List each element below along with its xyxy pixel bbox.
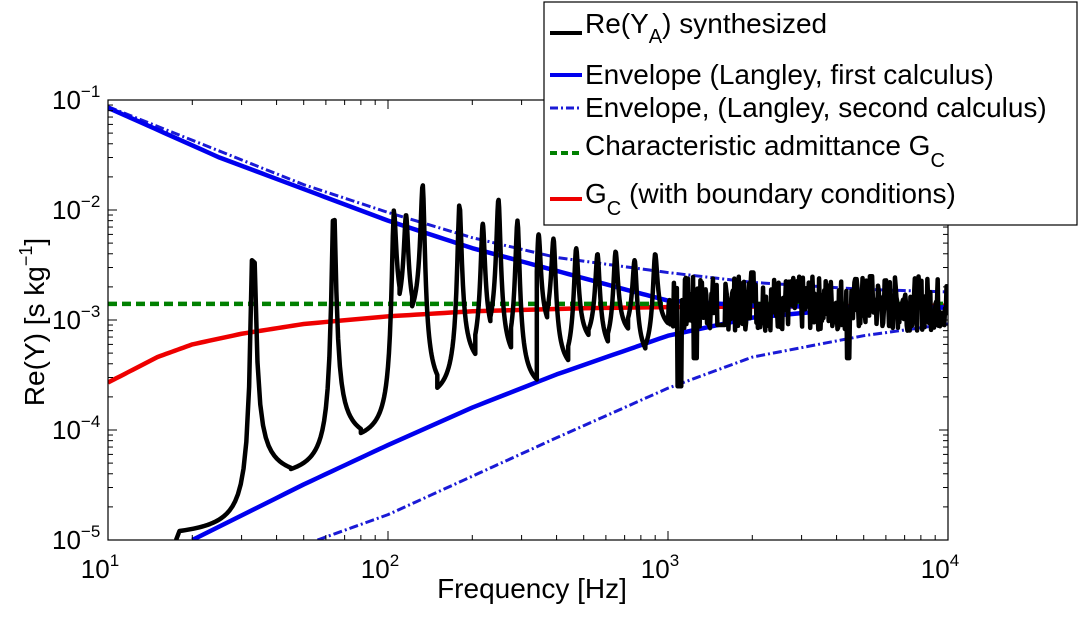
y-tick-label-base: 10 bbox=[52, 305, 81, 335]
series-envelope-second-upper bbox=[108, 105, 948, 294]
x-tick-label: 102 bbox=[361, 551, 399, 584]
legend-label-gc-boundary-end: (with boundary conditions) bbox=[621, 178, 956, 209]
x-tick-label: 104 bbox=[921, 551, 959, 584]
y-tick-label-base: 10 bbox=[52, 85, 81, 115]
y-tick-label-base: 10 bbox=[52, 195, 81, 225]
y-axis-title-sup: −1 bbox=[16, 246, 36, 267]
x-tick-label: 101 bbox=[81, 551, 119, 584]
y-tick-label-exp: −4 bbox=[81, 412, 100, 431]
y-tick-label: 10−3 bbox=[52, 302, 100, 335]
y-tick-label: 10−4 bbox=[52, 412, 100, 445]
legend-label-gc-boundary-sub: C bbox=[607, 198, 621, 220]
legend-label-re-ya: Re(YA) synthesized bbox=[585, 8, 827, 48]
y-tick-label: 10−1 bbox=[52, 82, 100, 115]
legend-label-envelope-first: Envelope (Langley, first calculus) bbox=[585, 59, 994, 90]
x-tick-label-base: 10 bbox=[641, 554, 670, 584]
x-tick-label-exp: 2 bbox=[390, 551, 399, 570]
y-tick-label-base: 10 bbox=[52, 525, 81, 555]
y-tick-label-exp: −1 bbox=[81, 82, 100, 101]
x-tick-label-exp: 4 bbox=[950, 551, 959, 570]
legend: Re(YA) synthesized Envelope (Langley, fi… bbox=[543, 1, 1078, 226]
x-axis-title: Frequency [Hz] bbox=[437, 573, 627, 604]
y-tick-label: 10−5 bbox=[52, 522, 100, 555]
y-tick-label: 10−2 bbox=[52, 192, 100, 225]
y-axis-title-main: Re(Y) [s kg bbox=[19, 266, 50, 406]
legend-box bbox=[543, 1, 1078, 226]
legend-label-gc-main: Characteristic admittance G bbox=[585, 130, 930, 161]
legend-label-gc-boundary-main: G bbox=[585, 178, 607, 209]
legend-label-re-ya-main: Re(Y bbox=[585, 8, 649, 39]
x-tick-label-base: 10 bbox=[921, 554, 950, 584]
y-tick-label-exp: −5 bbox=[81, 522, 100, 541]
x-tick-label-base: 10 bbox=[81, 554, 110, 584]
y-axis-title: Re(Y) [s kg−1] bbox=[16, 238, 50, 406]
y-tick-label-exp: −2 bbox=[81, 192, 100, 211]
y-axis-title-end: ] bbox=[19, 238, 50, 246]
series-re-ya-synthesized bbox=[173, 183, 948, 540]
y-tick-label-exp: −3 bbox=[81, 302, 100, 321]
x-tick-label-exp: 1 bbox=[110, 551, 119, 570]
x-tick-label: 103 bbox=[641, 551, 679, 584]
legend-label-gc: Characteristic admittance GC bbox=[585, 130, 945, 172]
series-layer bbox=[108, 105, 948, 540]
legend-label-re-ya-end: ) synthesized bbox=[662, 8, 827, 39]
legend-label-gc-boundary: GC (with boundary conditions) bbox=[585, 178, 956, 220]
legend-label-re-ya-sub: A bbox=[649, 26, 663, 48]
y-tick-label-base: 10 bbox=[52, 415, 81, 445]
x-tick-label-base: 10 bbox=[361, 554, 390, 584]
legend-label-gc-sub: C bbox=[930, 150, 944, 172]
legend-label-envelope-second: Envelope, (Langley, second calculus) bbox=[585, 92, 1047, 123]
x-tick-label-exp: 3 bbox=[670, 551, 679, 570]
